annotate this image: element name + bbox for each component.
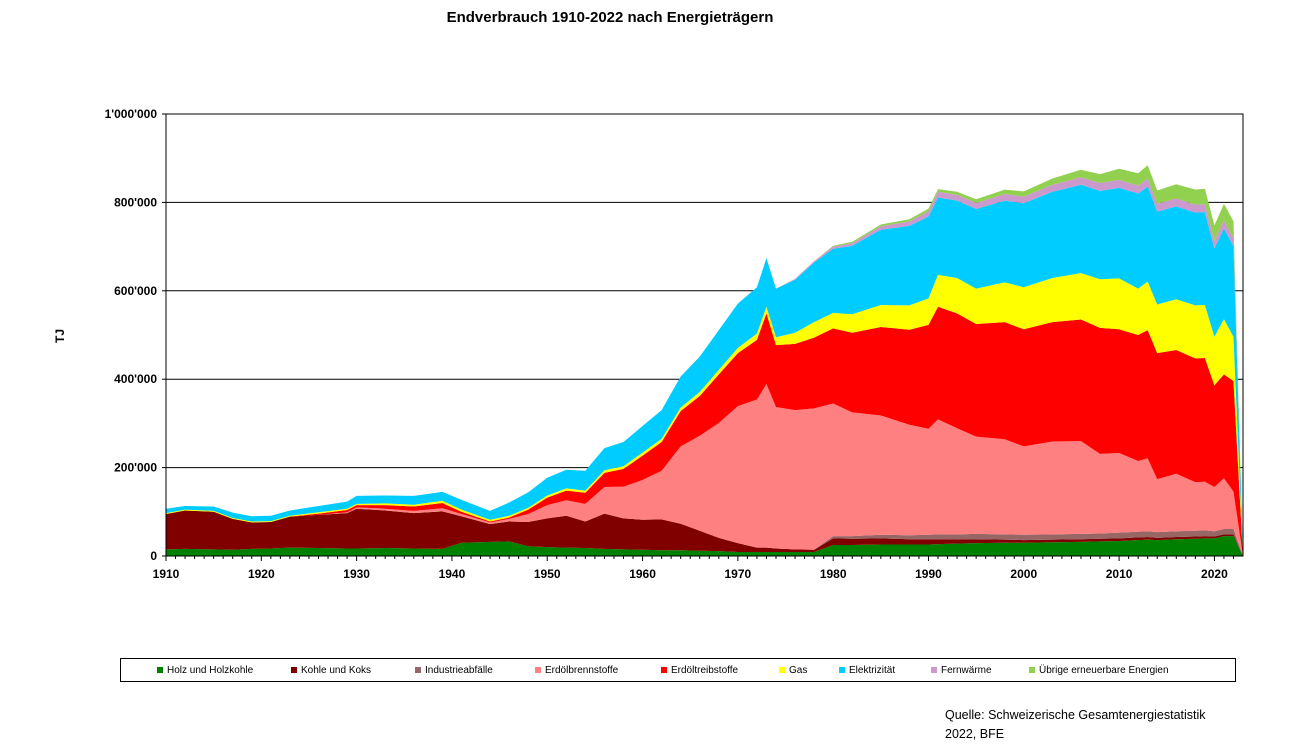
legend-item-1: Kohle und Koks <box>291 665 415 676</box>
x-tick-label: 1940 <box>439 567 466 581</box>
legend-label: Gas <box>789 664 808 676</box>
legend-swatch <box>779 667 785 673</box>
y-axis-ticks: 0 200'000 400'000 600'000 800'000 1'000'000 <box>105 107 166 563</box>
legend-item-8: Übrige erneuerbare Energien <box>1029 665 1209 676</box>
legend-label: Kohle und Koks <box>301 664 372 676</box>
x-tick-label: 1950 <box>534 567 561 581</box>
stacked-areas <box>166 165 1243 556</box>
source-line-2: 2022, BFE <box>945 727 1005 741</box>
x-tick-label: 1930 <box>343 567 370 581</box>
y-tick-label: 800'000 <box>114 195 157 209</box>
area-series-5 <box>166 273 1243 556</box>
area-series-3 <box>166 384 1243 556</box>
area-series-6 <box>166 184 1243 556</box>
y-tick-label: 600'000 <box>114 284 157 298</box>
legend-item-5: Gas <box>779 665 839 676</box>
legend-item-7: Fernwärme <box>931 665 1029 676</box>
area-series-4 <box>166 306 1243 556</box>
y-tick-label: 0 <box>150 549 157 563</box>
legend-label: Erdölbrennstoffe <box>545 664 619 676</box>
legend-label: Fernwärme <box>941 664 992 676</box>
legend-label: Holz und Holzkohle <box>167 664 254 676</box>
legend-label: Erdöltreibstoffe <box>671 664 739 676</box>
chart-title: Endverbrauch 1910-2022 nach Energieträge… <box>446 9 774 26</box>
plot-frame <box>165 113 1244 557</box>
legend: Holz und Holzkohle Kohle und Koks Industri… <box>120 658 1236 682</box>
y-tick-label: 400'000 <box>114 372 157 386</box>
legend-item-3: Erdölbrennstoffe <box>535 665 661 676</box>
area-series-0 <box>166 536 1243 556</box>
legend-label: Elektrizität <box>849 664 896 676</box>
legend-item-6: Elektrizität <box>839 665 931 676</box>
x-tick-label: 1920 <box>248 567 275 581</box>
x-tick-label: 2000 <box>1010 567 1037 581</box>
x-tick-label: 2020 <box>1201 567 1228 581</box>
legend-swatch <box>157 667 163 673</box>
legend-swatch <box>661 667 667 673</box>
y-tick-label: 200'000 <box>114 461 157 475</box>
x-tick-label: 1960 <box>629 567 656 581</box>
source-line-1: Quelle: Schweizerische Gesamtenergiestat… <box>945 708 1206 722</box>
legend-swatch <box>1029 667 1035 673</box>
legend-item-0: Holz und Holzkohle <box>157 665 291 676</box>
x-axis-ticks: 1910 1920 1930 1940 1950 1960 1970 1980 1990 2000… <box>153 556 1234 581</box>
y-axis-label: TJ <box>53 329 67 343</box>
legend-swatch <box>291 667 297 673</box>
legend-swatch <box>415 667 421 673</box>
area-series-1 <box>166 508 1243 556</box>
source-note: Quelle: Schweizerische Gesamtenergiestat… <box>945 706 1206 744</box>
legend-swatch <box>535 667 541 673</box>
legend-swatch <box>839 667 845 673</box>
legend-item-4: Erdöltreibstoffe <box>661 665 779 676</box>
x-tick-label: 1980 <box>820 567 847 581</box>
legend-item-2: Industrieabfälle <box>415 665 535 676</box>
legend-label: Industrieabfälle <box>425 664 493 676</box>
x-tick-label: 1910 <box>153 567 180 581</box>
x-tick-label: 1970 <box>725 567 752 581</box>
legend-label: Übrige erneuerbare Energien <box>1039 664 1169 676</box>
x-tick-label: 1990 <box>915 567 942 581</box>
legend-swatch <box>931 667 937 673</box>
x-tick-label: 2010 <box>1106 567 1133 581</box>
chart-area: 0 200'000 400'000 600'000 800'000 1'000'000 1… <box>53 107 1244 581</box>
y-tick-label: 1'000'000 <box>105 107 158 121</box>
